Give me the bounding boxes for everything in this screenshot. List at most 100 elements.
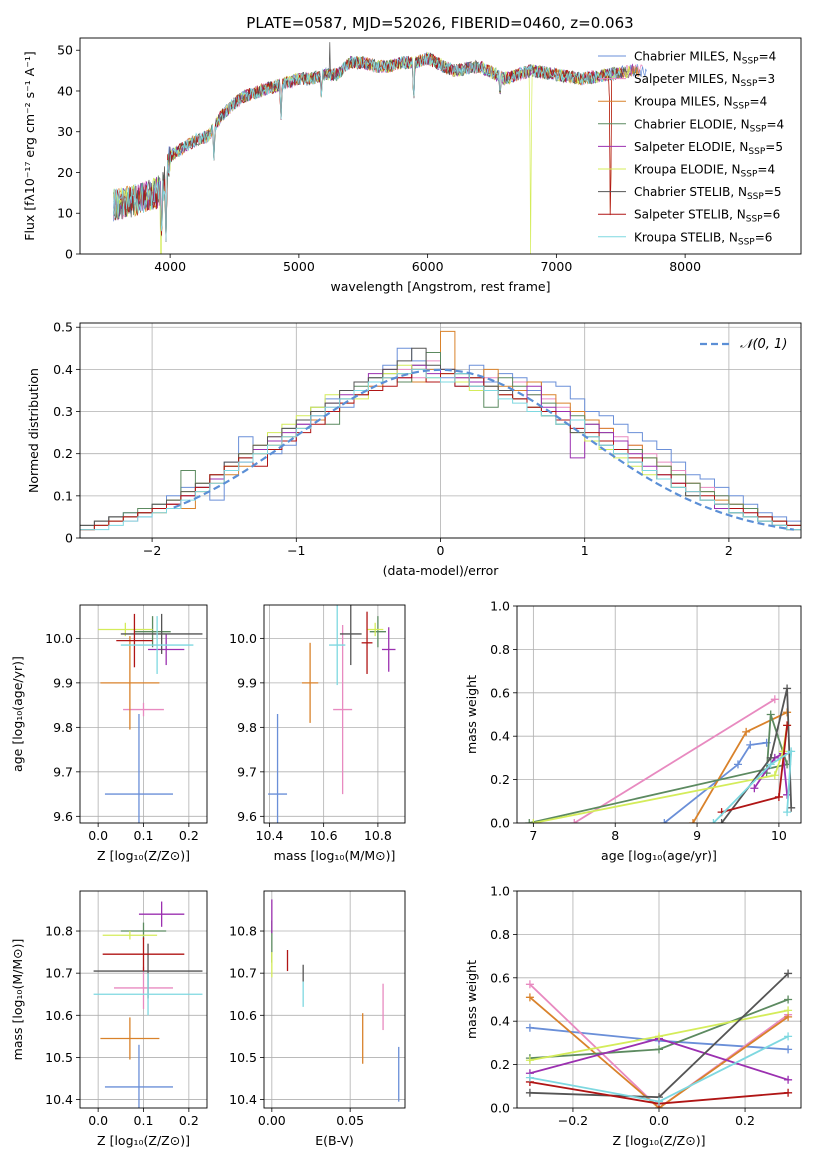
y-tick-label: 0.6 bbox=[490, 685, 510, 700]
x-tick-label: 8 bbox=[611, 828, 619, 843]
weight-line bbox=[663, 741, 767, 823]
legend-model-name: Kroupa MILES, N bbox=[634, 95, 733, 109]
y-tick-label: 10.8 bbox=[229, 924, 257, 939]
weight-marker bbox=[525, 1088, 534, 1097]
x-tick-label: 9 bbox=[693, 828, 701, 843]
weight-marker bbox=[655, 1097, 663, 1106]
weight-marker bbox=[784, 995, 793, 1004]
weight-marker bbox=[529, 819, 538, 823]
y-tick-label: 50 bbox=[57, 43, 73, 58]
weight-marker bbox=[660, 819, 669, 823]
y-tick-label: 9.8 bbox=[53, 720, 73, 735]
x-tick-label: 0.0 bbox=[88, 828, 108, 843]
y-tick-label: 40 bbox=[57, 83, 73, 98]
x-tick-label: 0 bbox=[437, 543, 445, 558]
panel-weight_vs_age: 7 8 9 10 0.0 0.2 0.4 0.6 0.8 1.0 age [log₁₀(age/yr… bbox=[464, 599, 802, 863]
weight-marker bbox=[655, 1032, 663, 1041]
y-tick-label: 10.5 bbox=[45, 1050, 73, 1065]
x-tick-label: 7 bbox=[529, 828, 537, 843]
y-tick-label: 9.8 bbox=[237, 720, 257, 735]
weight-marker bbox=[525, 1073, 534, 1082]
y-tick-label: 10.4 bbox=[229, 1092, 257, 1107]
panel-weight_vs_Z: −0.2 0.0 0.2 0.0 0.2 0.4 0.6 0.8 1.0 Z [log₁₀(Z/Z… bbox=[464, 884, 802, 1148]
weight-marker bbox=[784, 1045, 793, 1054]
y-tick-label: 20 bbox=[57, 165, 73, 180]
legend-subscript: SSP bbox=[733, 102, 750, 112]
legend-subscript: SSP bbox=[746, 215, 763, 225]
y-tick-label: 0 bbox=[65, 247, 73, 262]
legend-model-name: Salpeter MILES, N bbox=[634, 72, 741, 86]
weight-line bbox=[573, 698, 776, 823]
y-tick-label: 10.6 bbox=[45, 1008, 73, 1023]
weight-marker bbox=[784, 1006, 793, 1015]
legend-subscript: SSP bbox=[742, 57, 759, 67]
x-tick-label: 1 bbox=[581, 543, 589, 558]
weight-marker bbox=[525, 1056, 534, 1065]
legend-subscript: SSP bbox=[738, 237, 755, 247]
y-tick-label: 10.5 bbox=[229, 1050, 257, 1065]
axes-frame bbox=[79, 604, 208, 824]
weight-marker bbox=[784, 1075, 793, 1084]
legend-subscript: SSP bbox=[741, 170, 758, 180]
weight-marker bbox=[787, 747, 796, 756]
weight-marker bbox=[784, 1088, 793, 1097]
weight-marker bbox=[784, 1032, 793, 1041]
weight-marker bbox=[787, 803, 796, 812]
legend-label: Kroupa STELIB, NSSP=6 bbox=[634, 230, 772, 247]
x-tick-label: 4000 bbox=[154, 259, 186, 274]
axes-frame bbox=[516, 890, 802, 1109]
spectrum-line bbox=[113, 52, 634, 242]
y-axis-label: mass weight bbox=[464, 675, 479, 754]
y-axis-label: mass weight bbox=[464, 960, 479, 1039]
histogram-series bbox=[80, 368, 801, 538]
axes-frame bbox=[516, 605, 802, 824]
y-tick-label: 0 bbox=[65, 531, 73, 546]
x-tick-label: 0.0 bbox=[88, 1113, 108, 1128]
weight-line bbox=[753, 752, 788, 795]
axes-frame bbox=[263, 890, 406, 1109]
weight-marker bbox=[783, 721, 792, 730]
legend-label: Chabrier ELODIE, NSSP=4 bbox=[634, 117, 784, 134]
x-axis-label: Z [log₁₀(Z/Z⊙)] bbox=[97, 1133, 190, 1148]
weight-line bbox=[529, 714, 789, 823]
x-tick-label: 0.05 bbox=[336, 1113, 364, 1128]
weight-line bbox=[529, 996, 789, 1108]
spectrum-line bbox=[113, 53, 621, 242]
legend-model-name: Chabrier STELIB, N bbox=[634, 185, 747, 199]
x-axis-label: Z [log₁₀(Z/Z⊙)] bbox=[97, 848, 190, 863]
panel-age_vs_Z: 0.0 0.1 0.2 9.6 9.7 9.8 9.9 10.0 Z [log₁₀(Z/Z⊙)]… bbox=[10, 604, 208, 863]
legend-label: Salpeter ELODIE, NSSP=5 bbox=[634, 140, 783, 157]
y-tick-label: 0.5 bbox=[53, 320, 73, 335]
y-tick-label: 0.2 bbox=[53, 446, 73, 461]
x-tick-label: 7000 bbox=[540, 259, 572, 274]
weight-marker bbox=[774, 792, 783, 801]
legend-nssp: =5 bbox=[765, 140, 783, 154]
weight-marker bbox=[783, 808, 792, 817]
weight-line bbox=[529, 983, 789, 1108]
x-axis-label: E(B-V) bbox=[315, 1133, 354, 1148]
y-tick-label: 1.0 bbox=[490, 599, 510, 614]
legend-model-name: Chabrier ELODIE, N bbox=[634, 117, 750, 131]
legend-nssp: =4 bbox=[750, 95, 768, 109]
legend-label: Kroupa ELODIE, NSSP=4 bbox=[634, 163, 775, 180]
x-axis-label: mass [log₁₀(M/M⊙)] bbox=[274, 848, 396, 863]
weight-marker bbox=[525, 1023, 534, 1032]
y-tick-label: 10.6 bbox=[229, 1008, 257, 1023]
legend-model-name: Salpeter ELODIE, N bbox=[634, 140, 748, 154]
panel-spectrum: 4000 5000 6000 7000 8000 0 10 20 30 40 50 wavelengt… bbox=[22, 37, 802, 294]
legend-model-name: Salpeter STELIB, N bbox=[634, 208, 746, 222]
y-axis-label: mass [log₁₀(M/M⊙)] bbox=[10, 939, 25, 1061]
weight-marker bbox=[770, 695, 779, 704]
weight-marker bbox=[525, 819, 534, 823]
weight-marker bbox=[746, 740, 755, 749]
weight-marker bbox=[733, 760, 742, 769]
y-tick-label: 9.7 bbox=[237, 764, 257, 779]
y-tick-label: 10.8 bbox=[45, 924, 73, 939]
y-axis-label: age [log₁₀(age/yr)] bbox=[10, 656, 25, 772]
y-tick-label: 0.2 bbox=[490, 1057, 510, 1072]
y-tick-label: 0.6 bbox=[490, 970, 510, 985]
legend-label: Chabrier STELIB, NSSP=5 bbox=[634, 185, 782, 202]
legend-nssp: =4 bbox=[759, 50, 777, 64]
y-axis-label: Normed distribution bbox=[26, 368, 41, 493]
